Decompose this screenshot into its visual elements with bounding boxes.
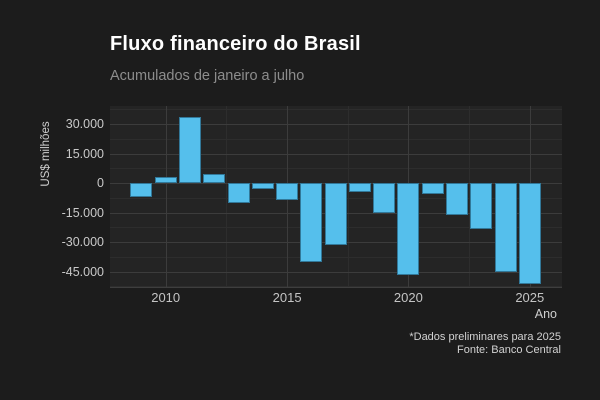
major-gridline bbox=[165, 106, 167, 287]
bar-2010 bbox=[154, 177, 177, 183]
minor-gridline bbox=[110, 168, 562, 170]
y-tick-label--45.000: -45.000 bbox=[61, 264, 104, 279]
x-tick-label-2010: 2010 bbox=[151, 290, 181, 305]
bar-2016 bbox=[300, 183, 323, 262]
minor-gridline bbox=[469, 106, 471, 287]
major-gridline bbox=[110, 124, 562, 125]
y-tick-label--15.000: -15.000 bbox=[61, 205, 104, 220]
bar-2019 bbox=[373, 183, 396, 213]
bar-2021 bbox=[421, 183, 444, 194]
bar-2009 bbox=[130, 183, 153, 197]
bar-2017 bbox=[324, 183, 347, 245]
x-axis-title: Ano bbox=[534, 307, 557, 321]
chart-title: Fluxo financeiro do Brasil bbox=[110, 33, 361, 55]
bar-2013 bbox=[227, 183, 250, 203]
minor-gridline bbox=[110, 286, 562, 288]
x-tick-label-2025: 2025 bbox=[515, 290, 545, 305]
source-caption: *Dados preliminares para 2025 Fonte: Ban… bbox=[0, 331, 561, 356]
caption-source: Fonte: Banco Central bbox=[457, 343, 561, 356]
y-tick-label-0: 0 bbox=[97, 176, 104, 190]
bar-2018 bbox=[348, 183, 371, 192]
bar-2014 bbox=[251, 183, 274, 189]
minor-gridline bbox=[110, 109, 562, 111]
bar-2023 bbox=[470, 183, 493, 230]
bar-2015 bbox=[276, 183, 299, 200]
major-gridline bbox=[110, 153, 562, 155]
major-gridline bbox=[110, 271, 562, 273]
bar-2020 bbox=[397, 183, 420, 276]
y-tick-label-15.000: 15.000 bbox=[65, 146, 104, 161]
minor-gridline bbox=[110, 138, 562, 140]
bar-2024 bbox=[494, 183, 517, 272]
minor-gridline bbox=[110, 256, 562, 258]
chart-subtitle: Acumulados de janeiro a julho bbox=[110, 68, 305, 84]
minor-gridline bbox=[226, 106, 228, 287]
bar-2011 bbox=[179, 117, 201, 183]
y-tick-label--30.000: -30.000 bbox=[61, 235, 104, 249]
y-tick-label-30.000: 30.000 bbox=[65, 117, 104, 131]
caption-preliminary-note: *Dados preliminares para 2025 bbox=[409, 331, 561, 343]
bar-2022 bbox=[445, 183, 468, 215]
bar-2025 bbox=[518, 183, 541, 285]
bar-2012 bbox=[203, 174, 226, 183]
x-tick-label-2015: 2015 bbox=[272, 290, 302, 305]
x-tick-label-2020: 2020 bbox=[393, 290, 423, 305]
minor-gridline bbox=[347, 106, 349, 287]
plot-panel bbox=[110, 106, 562, 288]
